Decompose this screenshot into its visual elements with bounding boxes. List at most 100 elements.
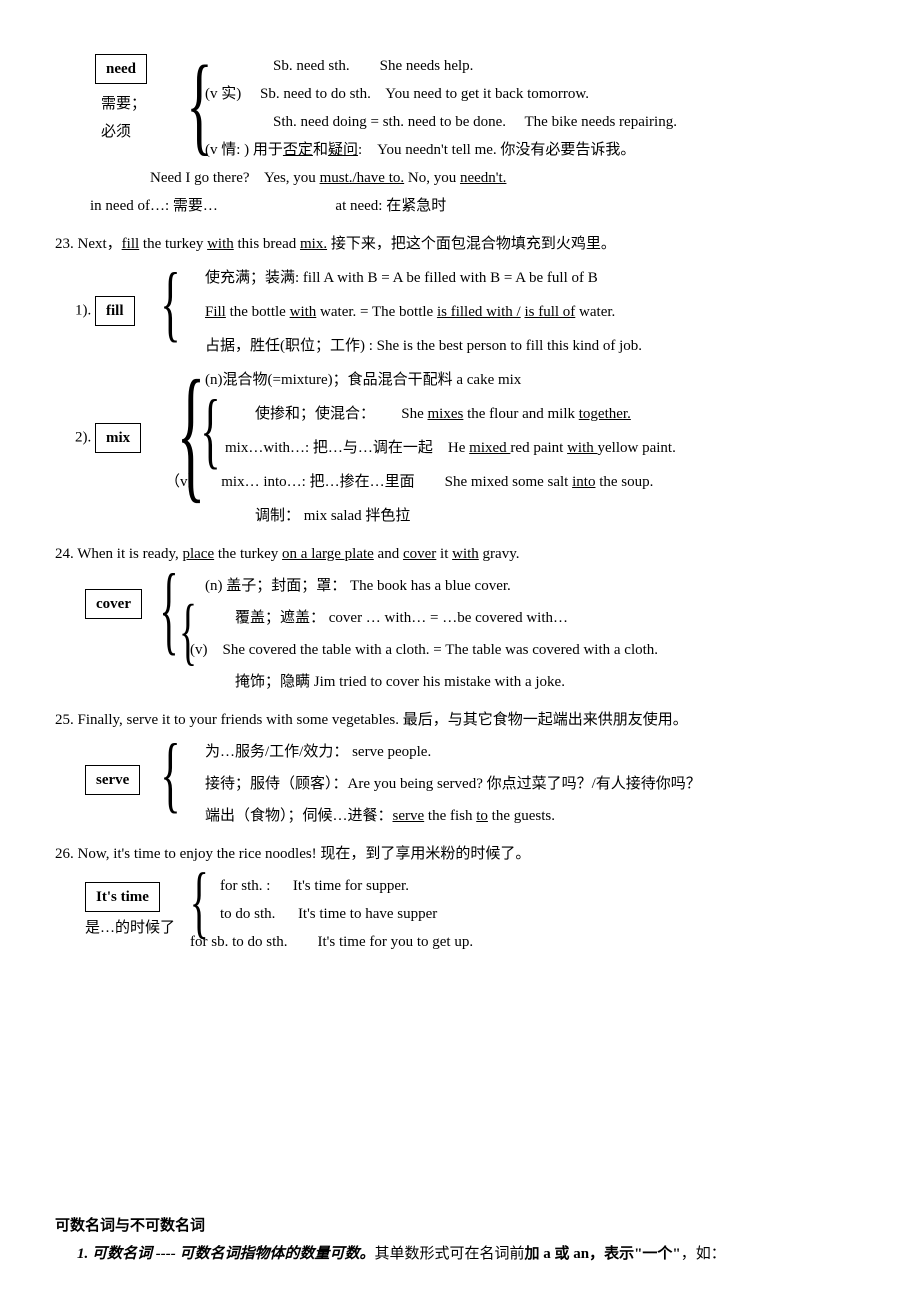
t: the guests. xyxy=(488,808,555,824)
need-l5: Need I go there? Yes, you must./have to.… xyxy=(55,166,865,190)
t: this bread xyxy=(234,236,300,252)
t: Need I go there? xyxy=(150,170,250,186)
fill-l2: Fill the bottle with water. = The bottle… xyxy=(205,300,865,324)
t: 否定 xyxy=(283,142,313,158)
t: It's time to have supper xyxy=(298,906,437,922)
need-l1: Sb. need sth. She needs help. xyxy=(205,54,865,78)
need-l4: (v 情: ) 用于否定和疑问: You needn't tell me. 你没… xyxy=(205,138,865,162)
t: 接下来，把这个面包混合物填充到火鸡里。 xyxy=(327,236,616,252)
footer-body: 1. 可数名词 ---- 可数名词指物体的数量可数。其单数形式可在名词前加 a … xyxy=(55,1242,865,1266)
brace: { xyxy=(160,732,180,817)
t: mix. xyxy=(300,236,327,252)
t: together. xyxy=(579,406,631,422)
t: He xyxy=(448,440,469,456)
t: at need: 在紧急时 xyxy=(335,198,446,214)
t: red paint xyxy=(510,440,567,456)
t: 端出（食物）；伺候…进餐： xyxy=(205,808,393,824)
t: needn't. xyxy=(460,170,506,186)
t: You needn't tell me. 你没有必要告诉我。 xyxy=(377,142,635,158)
cover-block: cover { { (n) 盖子；封面；罩： The book has a bl… xyxy=(55,574,865,694)
fill-box: fill xyxy=(95,296,135,326)
t: water. xyxy=(575,304,615,320)
t: 和 xyxy=(313,142,328,158)
t: mix…with…: 把…与…调在一起 xyxy=(225,440,433,456)
serve-box: serve xyxy=(85,765,140,795)
serve-l1: 为…服务/工作/效力： serve people. xyxy=(205,740,865,764)
mix-l4: （v） mix… into…: 把…掺在…里面 She mixed some s… xyxy=(165,470,865,494)
t: must./have to. xyxy=(320,170,405,186)
t: with xyxy=(567,440,597,456)
t: Yes, you xyxy=(264,170,320,186)
itstime-l3: for sb. to do sth. It's time for you to … xyxy=(190,930,865,954)
t: 23. Next， xyxy=(55,236,122,252)
t: It's time for you to get up. xyxy=(318,934,474,950)
t: 加 a 或 an，表示"一个" xyxy=(525,1246,681,1262)
t: cover xyxy=(403,546,436,562)
brace: { xyxy=(186,49,212,159)
cover-box: cover xyxy=(85,589,142,619)
t: the bottle xyxy=(226,304,290,320)
mix-block: 2). mix { { (n)混合物(=mixture)；食品混合干配料 a c… xyxy=(55,368,865,528)
need-box: need xyxy=(95,54,147,84)
itstime-sub: 是…的时候了 xyxy=(85,916,175,940)
t: is filled with / xyxy=(437,304,521,320)
brace: { xyxy=(179,594,197,669)
need-sub1: 需要； xyxy=(95,92,147,116)
t: water. = The bottle xyxy=(316,304,437,320)
mix-l5: 调制： mix salad 拌色拉 xyxy=(205,504,865,528)
t: mix… into…: 把…掺在…里面 xyxy=(221,474,414,490)
t: She needs help. xyxy=(380,58,474,74)
t: mixed xyxy=(469,440,510,456)
itstime-block: It's time 是…的时候了 { for sth. : It's time … xyxy=(55,874,865,954)
t: No, you xyxy=(404,170,460,186)
itstime-l1: for sth. : It's time for supper. xyxy=(220,874,865,898)
mix-l3: mix…with…: 把…与…调在一起 He mixed red paint w… xyxy=(205,436,865,460)
t: yellow paint. xyxy=(598,440,676,456)
brace: { xyxy=(190,862,209,942)
t: She mixed some salt xyxy=(445,474,573,490)
t: 其单数形式可在名词前 xyxy=(374,1246,524,1262)
t: and xyxy=(374,546,403,562)
t: 疑问 xyxy=(328,142,358,158)
t: is full of xyxy=(524,304,575,320)
brace: { xyxy=(200,388,220,473)
brace: { xyxy=(160,261,180,346)
t: into xyxy=(572,474,595,490)
fill-l3: 占据，胜任(职位；工作) : She is the best person to… xyxy=(205,334,865,358)
t: gravy. xyxy=(479,546,520,562)
serve-block: serve { 为…服务/工作/效力： serve people. 接待；服侍（… xyxy=(55,740,865,828)
cover-l2: 覆盖；遮盖： cover … with… = …be covered with… xyxy=(205,606,865,630)
t: with xyxy=(452,546,479,562)
brace: { xyxy=(159,559,178,659)
t: : xyxy=(358,142,362,158)
t: to xyxy=(476,808,488,824)
t: She xyxy=(401,406,427,422)
t: Sb. need to do sth. xyxy=(260,86,371,102)
t: on a large plate xyxy=(282,546,374,562)
t: Sb. need sth. xyxy=(273,58,350,74)
item26-head: 26. Now, it's time to enjoy the rice noo… xyxy=(55,842,865,866)
t: The bike needs repairing. xyxy=(525,114,677,130)
itstime-l2: to do sth. It's time to have supper xyxy=(220,902,865,926)
need-block: need 需要； 必须 { Sb. need sth. She needs he… xyxy=(55,54,865,218)
t: 2). xyxy=(75,429,95,445)
t: with xyxy=(207,236,234,252)
t: in need of…: 需要… xyxy=(90,198,218,214)
t: the soup. xyxy=(595,474,653,490)
t: Sth. need doing = sth. need to be done. xyxy=(273,114,506,130)
footer-title: 可数名词与不可数名词 xyxy=(55,1214,865,1238)
mix-l2: 使掺和；使混合： She mixes the flour and milk to… xyxy=(205,402,865,426)
fill-block: 1). fill { 使充满；装满: fill A with B = A be … xyxy=(55,266,865,358)
itstime-box: It's time xyxy=(85,882,160,912)
t: to do sth. xyxy=(220,906,275,922)
cover-l1: (n) 盖子；封面；罩： The book has a blue cover. xyxy=(205,574,865,598)
mix-l1: (n)混合物(=mixture)；食品混合干配料 a cake mix xyxy=(205,368,865,392)
t: place xyxy=(182,546,214,562)
t: 使掺和；使混合： xyxy=(255,406,375,422)
need-l3: Sth. need doing = sth. need to be done. … xyxy=(205,110,865,134)
t: with xyxy=(290,304,317,320)
t: for sth. : xyxy=(220,878,270,894)
fill-l1: 使充满；装满: fill A with B = A be filled with… xyxy=(205,266,865,290)
cover-l3: (v) She covered the table with a cloth. … xyxy=(190,638,865,662)
t: the flour and milk xyxy=(463,406,578,422)
